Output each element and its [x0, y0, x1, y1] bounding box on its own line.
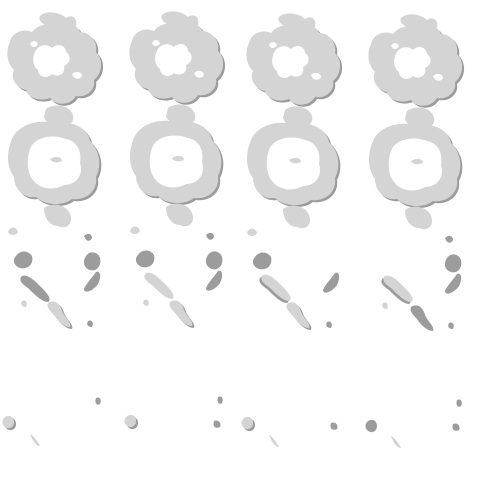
light-blob [161, 11, 199, 28]
frame-r3-c3 [247, 205, 340, 303]
hole [388, 138, 443, 191]
light-blob [172, 155, 184, 162]
light-blob [286, 302, 310, 328]
hole [269, 42, 277, 48]
shadow-blob [444, 254, 462, 273]
light-blob [166, 203, 194, 227]
shadow-blob [456, 399, 462, 407]
hole [27, 136, 82, 189]
light-blob [289, 157, 301, 164]
shadow-blob [84, 271, 101, 292]
shadow-blob [448, 322, 454, 329]
shadow-blob [410, 305, 434, 331]
hole [152, 40, 160, 46]
frame-r1-c2 [129, 11, 226, 105]
hole [391, 43, 399, 49]
shadow-blob [252, 252, 272, 270]
light-blob [269, 435, 279, 447]
shadow-blob [326, 321, 332, 328]
shadow-blob [213, 420, 221, 428]
frame-r2-c3 [247, 106, 341, 208]
light-blob [261, 274, 291, 301]
hole [266, 137, 321, 190]
frame-r1-c3 [246, 13, 343, 107]
light-blob [8, 227, 18, 235]
shadow-blob [206, 232, 214, 240]
hole [72, 71, 82, 79]
frame-r2-c1 [8, 105, 102, 207]
shadow-blob [217, 396, 223, 404]
light-blob [241, 416, 253, 430]
frame-r5-c2 [124, 396, 223, 430]
shadow-blob [206, 270, 223, 291]
shadow-blob [323, 272, 340, 293]
light-blob [405, 206, 433, 230]
light-blob [44, 105, 74, 127]
hole [394, 47, 431, 79]
hole [311, 72, 321, 80]
light-blob [130, 226, 140, 234]
shadow-blob [83, 252, 101, 271]
light-blob [411, 158, 423, 165]
frame-r3-c2 [130, 203, 223, 299]
shadow-blob [452, 423, 460, 431]
light-blob [2, 415, 14, 429]
shadow-blob [13, 251, 33, 269]
frame-r4-c1 [21, 300, 93, 329]
shadow-blob [135, 250, 155, 268]
hole [33, 45, 70, 77]
hole [30, 41, 38, 47]
light-blob [383, 275, 413, 302]
frame-r3-c4 [381, 206, 462, 304]
light-blob [47, 301, 71, 327]
light-blob [391, 436, 401, 448]
light-blob [400, 14, 438, 31]
light-blob [283, 106, 313, 128]
light-blob [278, 13, 316, 30]
light-blob [30, 434, 40, 446]
shadow-blob [87, 320, 93, 327]
light-blob [166, 104, 196, 126]
light-blob [144, 272, 174, 299]
shadow-blob [365, 419, 377, 433]
shadow-blob [445, 235, 453, 243]
light-blob [50, 156, 62, 163]
light-blob [124, 414, 136, 428]
light-blob [382, 302, 388, 309]
frame-r2-c4 [369, 107, 463, 209]
frame-r1-c1 [7, 12, 104, 106]
hole [194, 70, 204, 78]
shadow-blob [84, 233, 92, 241]
frame-r4-c4 [382, 302, 454, 331]
shadow-blob [20, 275, 50, 302]
shadow-blob [445, 273, 462, 294]
light-blob [405, 107, 435, 129]
hole [433, 73, 443, 81]
frame-r5-c1 [2, 397, 101, 446]
frame-r5-c3 [241, 416, 338, 447]
hole [272, 46, 309, 78]
light-blob [21, 300, 27, 307]
hole [149, 135, 204, 188]
light-blob [283, 205, 311, 229]
frame-r1-c4 [368, 14, 465, 108]
frame-r3-c1 [8, 204, 101, 302]
light-blob [247, 228, 257, 236]
light-blob [44, 204, 72, 228]
frame-r2-c2 [130, 104, 224, 206]
frame-r5-c4 [365, 399, 462, 448]
shadow-blob [330, 422, 338, 430]
frame-r4-c3 [286, 302, 332, 330]
shadow-blob [205, 251, 223, 270]
shadow-blob [95, 397, 101, 405]
frame-r4-c2 [143, 299, 195, 328]
light-blob [143, 299, 149, 306]
hole [155, 44, 192, 76]
light-blob [169, 300, 193, 326]
light-blob [39, 12, 77, 29]
